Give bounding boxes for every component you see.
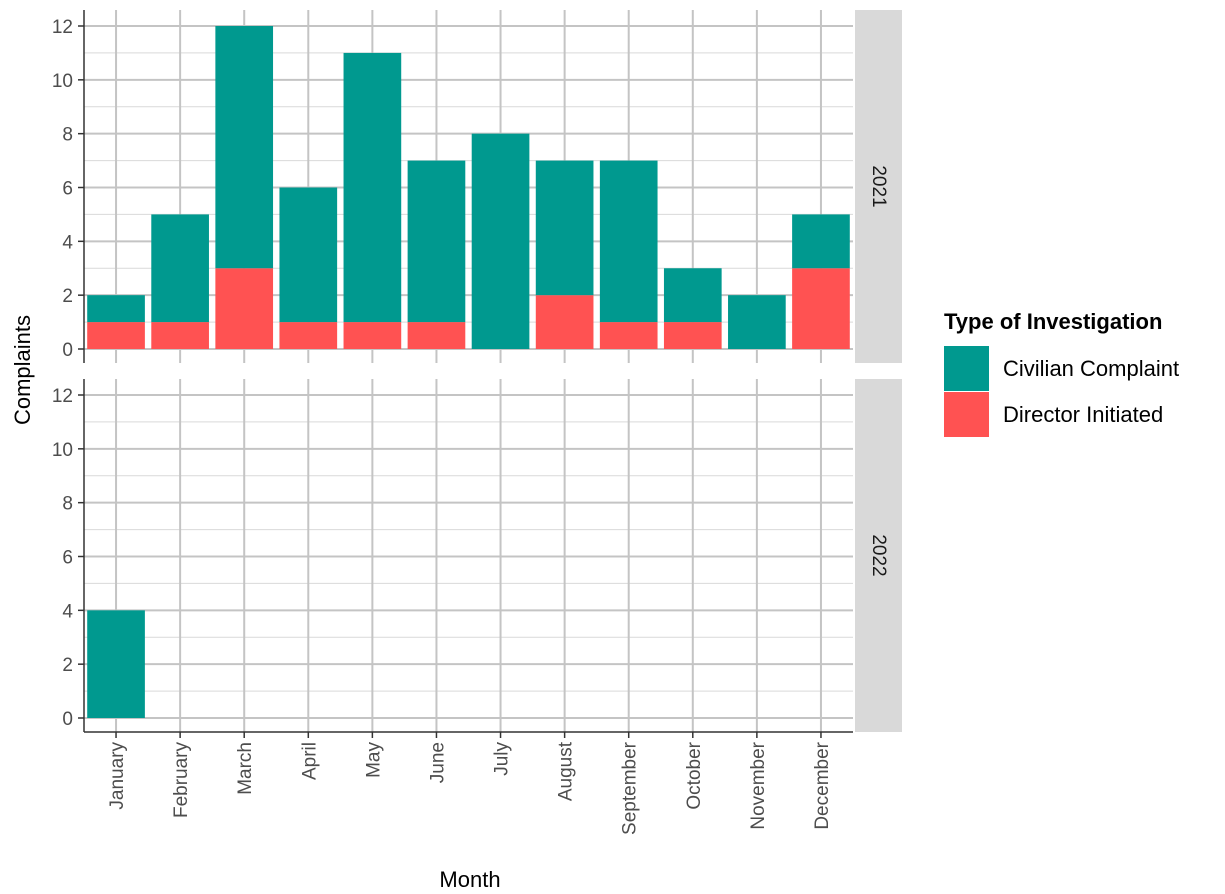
legend-title: Type of Investigation [944, 309, 1162, 334]
y-tick-label: 12 [52, 386, 73, 407]
y-tick-label: 10 [52, 440, 73, 461]
bar-civilian-complaint-november-2021 [728, 295, 786, 349]
bar-director-initiated-february-2021 [151, 322, 209, 349]
x-tick-label: July [492, 742, 513, 776]
y-tick-label: 6 [62, 548, 73, 569]
legend-swatch [944, 346, 989, 391]
bar-director-initiated-september-2021 [599, 322, 658, 349]
bar-civilian-complaint-may-2021 [343, 52, 402, 323]
y-axis-title: Complaints [10, 315, 35, 425]
bar-civilian-complaint-october-2021 [663, 268, 722, 323]
legend: Type of Investigation Civilian Complaint… [944, 309, 1179, 437]
x-tick-label: June [427, 742, 448, 783]
x-tick-label: January [107, 742, 128, 810]
bar-civilian-complaint-january-2021 [87, 295, 145, 323]
y-tick-label: 2 [62, 286, 73, 307]
legend-item-director-initiated: Director Initiated [944, 392, 1163, 437]
bar-civilian-complaint-september-2021 [599, 160, 658, 323]
x-tick-label: May [363, 742, 384, 778]
x-tick-label: March [235, 742, 256, 795]
y-tick-label: 0 [62, 340, 73, 361]
facet-panel-2021: 0 2 4 6 8 10 12 2021 [52, 10, 902, 363]
bar-civilian-complaint-march-2021 [215, 26, 274, 269]
bar-civilian-complaint-june-2021 [407, 160, 466, 323]
bar-director-initiated-april-2021 [279, 322, 338, 349]
bar-director-initiated-december-2021 [792, 268, 850, 349]
facet-panel-2022: 0 2 4 6 8 10 12 2022 [52, 379, 902, 732]
facet-strip-2021 [855, 10, 902, 363]
legend-label: Director Initiated [1003, 402, 1163, 427]
x-tick-label: August [556, 741, 577, 801]
facet-strip-label: 2022 [868, 534, 889, 576]
x-tick-label: September [620, 741, 641, 835]
x-tick-label: November [748, 741, 769, 829]
bar-civilian-complaint-february-2021 [151, 214, 209, 323]
x-axis: January February March April May June July Augu… [84, 731, 853, 835]
y-tick-label: 8 [62, 494, 73, 515]
facet-strip-2022 [855, 379, 902, 732]
bar-director-initiated-january-2021 [87, 322, 145, 349]
y-tick-label: 2 [62, 655, 73, 676]
bar-civilian-complaint-january-2022 [87, 610, 145, 718]
y-tick-label: 0 [62, 709, 73, 730]
legend-swatch [944, 392, 989, 437]
x-tick-label: October [684, 741, 705, 809]
facet-panels: 0 2 4 6 8 10 12 2021 0 2 4 6 8 10 12 2022 [52, 10, 902, 732]
bar-director-initiated-august-2021 [535, 295, 594, 349]
y-tick-label: 12 [52, 17, 73, 38]
x-tick-label: December [812, 741, 833, 829]
bar-director-initiated-june-2021 [407, 322, 466, 349]
facet-strip-label: 2021 [868, 165, 889, 207]
bar-director-initiated-march-2021 [215, 268, 274, 349]
legend-item-civilian-complaint: Civilian Complaint [944, 346, 1179, 391]
bar-civilian-complaint-august-2021 [535, 160, 594, 296]
y-tick-label: 10 [52, 71, 73, 92]
legend-items: Civilian Complaint Director Initiated [944, 346, 1179, 437]
bar-civilian-complaint-april-2021 [279, 187, 338, 323]
bar-civilian-complaint-july-2021 [471, 133, 530, 349]
x-tick-label: February [171, 742, 192, 819]
y-tick-label: 4 [62, 232, 73, 253]
y-tick-label: 4 [62, 601, 73, 622]
x-tick-label: April [299, 742, 320, 780]
x-axis-title: Month [439, 867, 500, 892]
bar-director-initiated-may-2021 [343, 322, 402, 349]
y-tick-label: 6 [62, 179, 73, 200]
legend-label: Civilian Complaint [1003, 356, 1179, 381]
y-tick-label: 8 [62, 125, 73, 146]
bar-director-initiated-october-2021 [663, 322, 722, 349]
bar-civilian-complaint-december-2021 [792, 214, 850, 269]
